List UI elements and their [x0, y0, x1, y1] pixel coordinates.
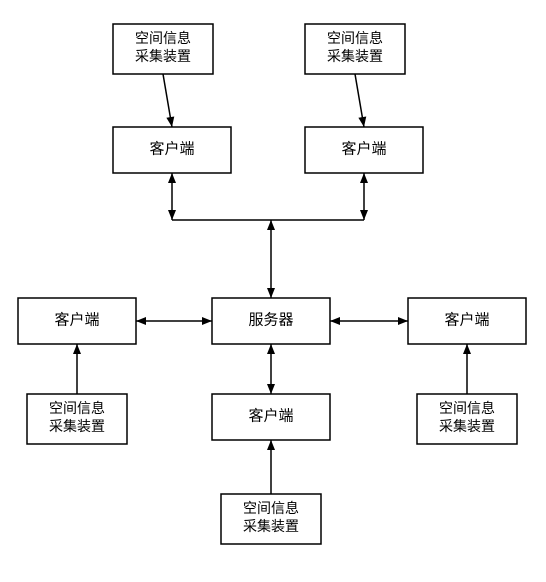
node-collector_bl: 空间信息采集装置 [27, 394, 127, 444]
node-label: 客户端 [149, 140, 194, 157]
node-client_tr: 客户端 [305, 127, 423, 173]
node-collector_tr: 空间信息采集装置 [305, 24, 405, 74]
node-client_tl: 客户端 [113, 127, 231, 173]
node-label-2: 采集装置 [243, 518, 299, 535]
node-label-1: 空间信息 [135, 30, 191, 47]
node-label-2: 采集装置 [135, 48, 191, 65]
node-label-2: 采集装置 [439, 418, 495, 435]
node-label-2: 采集装置 [49, 418, 105, 435]
node-label: 客户端 [341, 140, 386, 157]
node-client_l: 客户端 [18, 298, 136, 344]
node-label: 客户端 [444, 311, 489, 328]
node-label-2: 采集装置 [327, 48, 383, 65]
node-label: 服务器 [248, 311, 293, 328]
node-collector_tl: 空间信息采集装置 [113, 24, 213, 74]
node-label: 客户端 [248, 407, 293, 424]
node-label-1: 空间信息 [327, 30, 383, 47]
node-label-1: 空间信息 [49, 400, 105, 417]
node-client_r: 客户端 [408, 298, 526, 344]
node-label-1: 空间信息 [243, 500, 299, 517]
node-server: 服务器 [212, 298, 330, 344]
node-collector_br: 空间信息采集装置 [417, 394, 517, 444]
node-client_b: 客户端 [212, 394, 330, 440]
node-label-1: 空间信息 [439, 400, 495, 417]
node-collector_bc: 空间信息采集装置 [221, 494, 321, 544]
node-label: 客户端 [54, 311, 99, 328]
